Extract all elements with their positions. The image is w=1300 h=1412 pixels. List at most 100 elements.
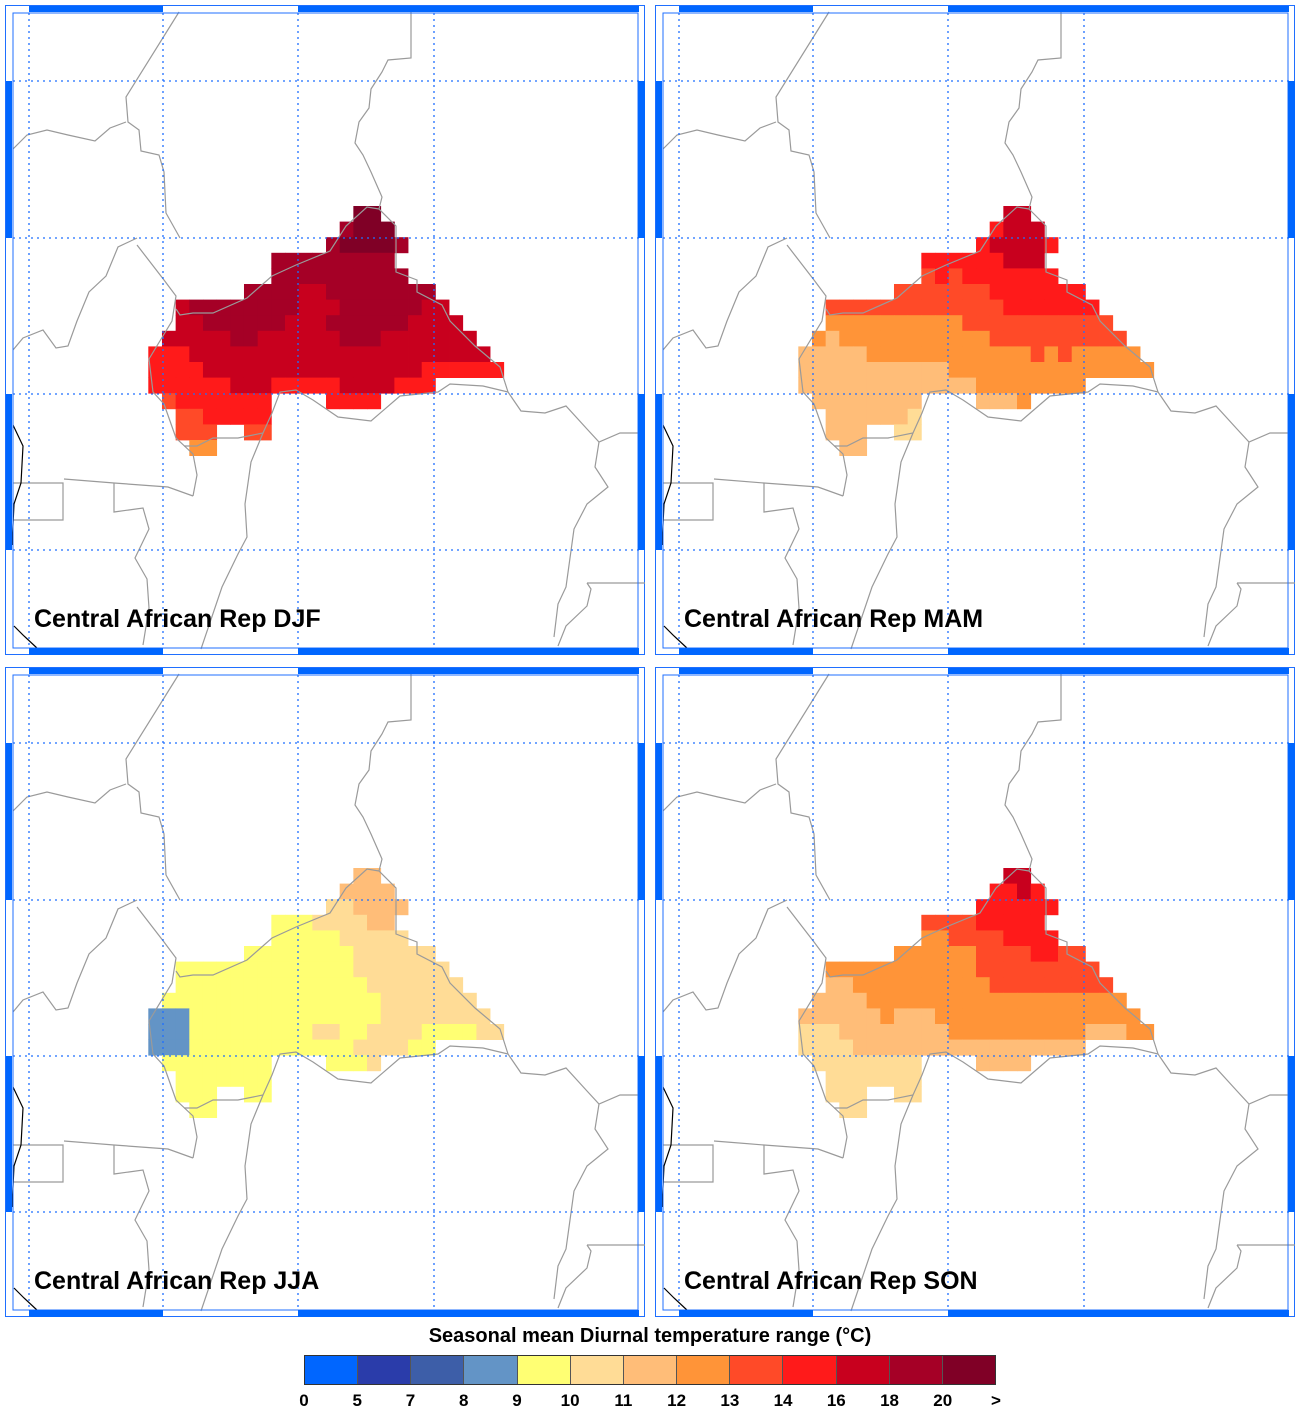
data-cell [1085,992,1100,1009]
data-cell [825,1070,840,1087]
data-cell [1044,315,1059,332]
data-cell [230,1039,245,1056]
data-cell [811,1055,827,1072]
data-cell [839,1086,854,1103]
country-border [354,12,412,210]
data-cell [989,330,1004,347]
frame-tick-bar [679,1310,813,1317]
data-cell [380,268,395,285]
data-cell [421,315,436,332]
data-cell [866,315,881,332]
data-cell [880,977,895,994]
data-cell [243,1055,259,1072]
data-cell [243,408,259,425]
colorbar-swatch [411,1356,465,1384]
data-cell [394,1008,409,1025]
data-cell [216,1055,231,1072]
data-cell [449,346,464,363]
data-cell [1003,252,1018,269]
data-cell [421,346,436,363]
data-cell [825,315,840,332]
data-cell [1099,992,1114,1009]
data-cell [189,1039,204,1056]
colorbar-swatch [570,1356,624,1384]
country-border [713,478,844,497]
data-cell [189,408,204,425]
data-cell [1112,330,1127,347]
country-border [175,206,380,316]
data-cell [449,315,464,332]
data-cell [989,221,1004,238]
panel-title: Central African Rep JJA [34,1267,320,1295]
frame-tick-bar [6,81,12,238]
data-cell [825,1086,840,1103]
data-cell [257,284,272,300]
data-cell [449,977,464,994]
data-cell [1099,362,1114,378]
frame-tick-bar [948,648,1289,655]
data-cell [1017,961,1032,978]
data-cell [285,977,300,994]
data-cell [408,377,423,394]
data-cell [271,930,286,947]
data-cell [1085,346,1100,363]
data-cell [880,1039,895,1056]
data-cell [976,393,991,410]
data-cells [148,868,505,1118]
country-border [63,478,194,497]
data-cell [394,1024,409,1040]
data-cell [394,1039,409,1056]
data-cell [1030,992,1045,1009]
frame-tick-bar [679,648,813,655]
data-cell [408,346,423,363]
data-cell [326,252,341,269]
data-cell [1044,1024,1059,1040]
data-cell [298,977,313,994]
data-cell [811,1008,827,1025]
frame-tick-bar [29,6,163,12]
data-cell [852,330,868,347]
data-cell [989,393,1004,410]
country-border [1004,674,1062,872]
data-cell [394,899,409,916]
data-cell [367,914,382,931]
data-cell [380,299,395,316]
data-cell [243,1086,259,1103]
data-cell [825,977,840,994]
data-cell [1112,346,1127,363]
panel-title: Central African Rep DJF [34,605,321,633]
data-cell [921,362,936,378]
country-border [1157,1053,1295,1105]
data-cell [189,992,204,1009]
data-cell [921,946,936,962]
country-border [125,11,181,239]
data-cell [367,1024,382,1040]
data-cell [257,330,272,347]
data-cell [852,377,868,394]
data-cell [1085,362,1100,378]
data-cell [962,330,977,347]
data-cell [257,408,272,425]
frame-tick-bar [679,6,813,12]
data-cell [1058,1008,1073,1025]
data-cell [394,377,409,394]
data-cell [1044,977,1059,994]
data-cell [962,1008,977,1025]
data-cell [367,393,382,410]
data-cell [825,393,840,410]
data-cell [175,424,190,441]
data-cell [202,377,218,394]
data-cell [216,1024,231,1040]
data-cell [421,1039,436,1056]
data-cell [907,992,922,1009]
data-cell [839,1070,854,1087]
data-cell [175,1070,190,1087]
data-cell [380,930,395,947]
colorbar-tick-label: 20 [933,1391,953,1410]
country-border [786,244,848,497]
data-cell [1099,1008,1114,1025]
data-cell [948,346,963,363]
data-cell [339,930,354,947]
data-cell [1030,914,1045,931]
colorbar [304,1355,996,1385]
